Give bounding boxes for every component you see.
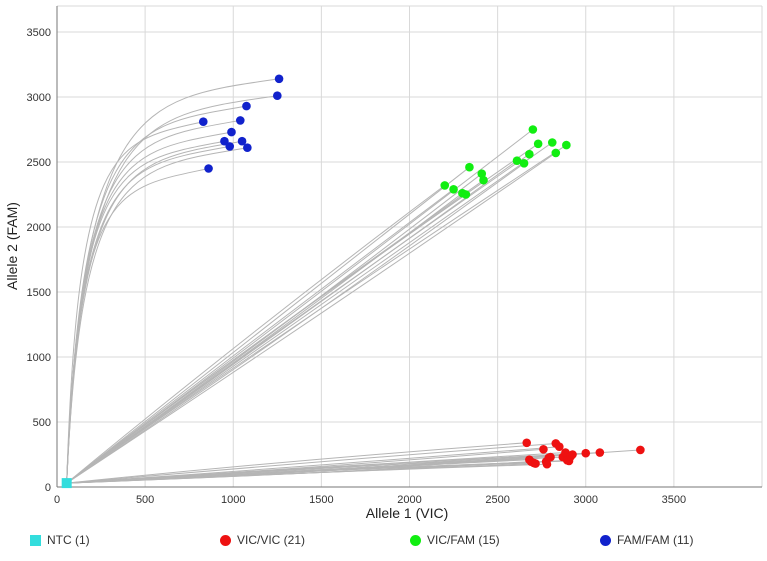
vic-vic-point [581, 448, 591, 458]
vic-fam-point [519, 159, 529, 168]
fam-fam-point [225, 142, 235, 151]
legend-item-vic-fam[interactable]: VIC/FAM (15) [410, 533, 500, 547]
ntc-marker-icon [30, 534, 41, 546]
fam-fam-point [198, 117, 208, 126]
fam-fam-point [237, 136, 247, 146]
fam-fam-point [227, 127, 236, 137]
vic-fam-point [512, 156, 522, 165]
x-tick-label: 1000 [221, 494, 245, 506]
amplification-trace [66, 185, 446, 484]
y-tick-label: 0 [45, 482, 51, 494]
y-axis-title: Allele 2 (FAM) [4, 202, 20, 290]
fam-fam-point [236, 116, 245, 125]
fam-fam-point [204, 164, 213, 173]
vic-fam-point [440, 181, 450, 190]
vic-fam-point [525, 149, 534, 159]
fam-fam-point [220, 136, 229, 146]
vic-vic-point [555, 442, 564, 452]
amplification-trace [66, 131, 232, 484]
vic-vic-point [636, 445, 645, 455]
amplification-trace [66, 143, 539, 484]
legend-label-vic-fam: VIC/FAM (15) [427, 533, 500, 547]
y-tick-label: 2500 [27, 157, 51, 169]
fam-fam-point [243, 143, 252, 152]
vic-vic-point [568, 450, 577, 459]
amplification-trace [66, 153, 530, 484]
vic-fam-point [461, 190, 471, 199]
amplification-trace [66, 78, 280, 484]
data-points [61, 74, 645, 489]
fam-fam-marker-icon [600, 534, 611, 546]
amplification-trace [66, 119, 241, 484]
vic-fam-point [562, 140, 571, 150]
vic-vic-point [595, 448, 605, 457]
legend-item-fam-fam[interactable]: FAM/FAM (11) [600, 533, 693, 547]
vic-vic-point [546, 452, 555, 462]
amplification-trace [66, 463, 547, 484]
y-tick-label: 500 [33, 417, 51, 429]
x-tick-label: 1500 [309, 494, 333, 506]
x-tick-label: 2000 [397, 494, 421, 506]
amplification-trace [66, 95, 278, 484]
vic-fam-point [465, 162, 474, 172]
amplification-trace [66, 188, 454, 484]
amplification-trace [66, 144, 567, 484]
grid [56, 5, 763, 488]
legend-item-ntc[interactable]: NTC (1) [30, 533, 90, 547]
vic-fam-point [528, 125, 538, 134]
vic-vic-point [539, 445, 548, 454]
vic-fam-point [551, 148, 561, 158]
vic-vic-point [531, 459, 540, 468]
amplification-trace [66, 442, 556, 484]
vic-vic-point [542, 459, 552, 469]
x-tick-label: 3500 [662, 494, 686, 506]
amplification-trace [66, 147, 248, 484]
amplification-trace [66, 140, 243, 484]
x-tick-label: 0 [54, 494, 60, 506]
legend-label-fam-fam: FAM/FAM (11) [617, 533, 694, 547]
amplification-trace [66, 452, 600, 484]
legend: NTC (1) VIC/VIC (21) VIC/FAM (15) FAM/FA… [0, 533, 767, 557]
fam-fam-point [242, 101, 251, 111]
vic-vic-point [522, 438, 532, 448]
amplification-trace [66, 166, 470, 484]
x-tick-label: 500 [136, 494, 154, 506]
vic-fam-point [547, 138, 557, 147]
amplification-trace [66, 145, 230, 484]
y-tick-label: 3500 [27, 27, 51, 39]
vic-fam-point [449, 185, 458, 194]
amplification-trace [66, 121, 204, 484]
ntc-point [61, 478, 72, 489]
fam-fam-point [274, 74, 284, 84]
vic-fam-point [479, 175, 488, 185]
y-tick-label: 1500 [27, 287, 51, 299]
vic-fam-marker-icon [410, 534, 421, 546]
y-tick-label: 3000 [27, 92, 51, 104]
y-tick-label: 2000 [27, 222, 51, 234]
vic-fam-point [477, 169, 487, 178]
vic-vic-marker-icon [220, 534, 231, 546]
x-tick-label: 3000 [574, 494, 598, 506]
axes: 0 500 1000 1500 2000 2500 3000 3500 0 500 1000 1500… [27, 6, 762, 506]
x-axis-title: Allele 1 (VIC) [366, 505, 448, 521]
legend-label-ntc: NTC (1) [47, 533, 90, 547]
y-tick-label: 1000 [27, 352, 51, 364]
amplification-trace [66, 442, 527, 484]
amplification-trace [66, 105, 247, 484]
legend-item-vic-vic[interactable]: VIC/VIC (21) [220, 533, 305, 547]
fam-fam-point [273, 91, 282, 100]
legend-label-vic-vic: VIC/VIC (21) [237, 533, 306, 547]
vic-fam-point [533, 139, 543, 149]
x-tick-label: 2500 [485, 494, 509, 506]
amplification-trace [66, 152, 557, 484]
